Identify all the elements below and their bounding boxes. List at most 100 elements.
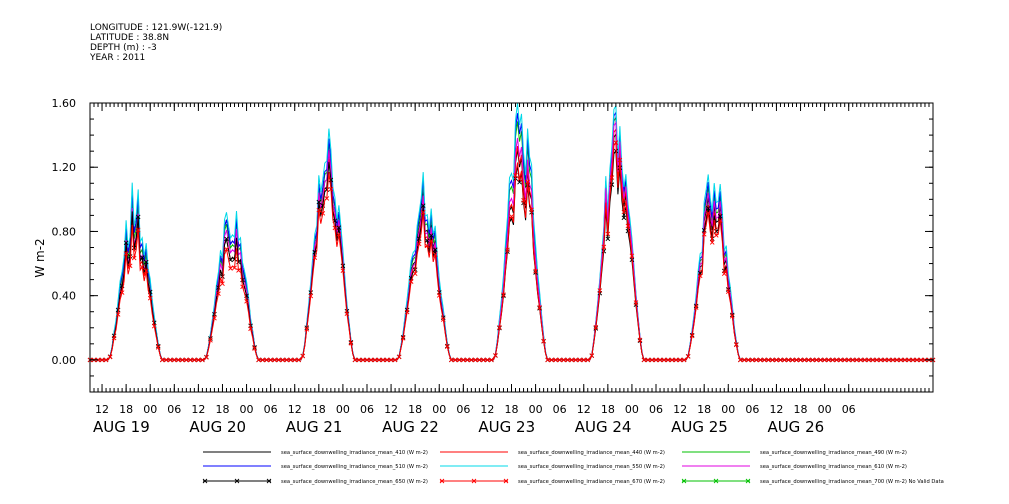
series-marker bbox=[513, 173, 518, 178]
series-marker bbox=[456, 357, 462, 363]
legend-label-2: sea_surface_downwelling_irradiance_mean_… bbox=[760, 450, 907, 456]
legend-marker bbox=[681, 478, 687, 484]
series-marker bbox=[878, 357, 884, 363]
series-marker bbox=[340, 263, 346, 269]
series-marker bbox=[143, 268, 149, 274]
series-marker bbox=[521, 197, 526, 203]
series-marker bbox=[477, 357, 482, 363]
series-marker bbox=[713, 232, 719, 238]
legend-marker bbox=[503, 478, 509, 484]
series-marker bbox=[605, 231, 611, 237]
series-marker bbox=[192, 357, 197, 363]
series-marker bbox=[473, 357, 478, 363]
series-marker bbox=[396, 354, 402, 360]
series-marker bbox=[721, 271, 727, 277]
series-marker bbox=[252, 346, 257, 351]
x-tick-label: 18 bbox=[505, 403, 519, 416]
series-marker bbox=[693, 305, 699, 310]
series-marker bbox=[139, 264, 145, 270]
series-marker bbox=[175, 357, 181, 363]
series-marker bbox=[742, 357, 747, 363]
series-marker bbox=[846, 357, 852, 363]
x-date-label: AUG 25 bbox=[671, 418, 728, 436]
series-marker bbox=[585, 357, 591, 363]
series-marker bbox=[276, 357, 281, 363]
series-marker bbox=[874, 357, 880, 363]
y-tick-label: 0.00 bbox=[52, 354, 77, 367]
x-tick-label: 12 bbox=[769, 403, 783, 416]
series-marker bbox=[151, 320, 157, 326]
series-marker bbox=[320, 211, 326, 216]
series-marker bbox=[705, 210, 711, 216]
series-marker bbox=[95, 357, 101, 363]
series-marker bbox=[561, 357, 567, 363]
latitude-label: LATITUDE : 38.8N bbox=[90, 33, 169, 43]
series-marker bbox=[705, 206, 711, 211]
series-marker bbox=[685, 354, 691, 359]
series-marker bbox=[420, 210, 426, 215]
legend-marker bbox=[439, 478, 445, 484]
x-tick-label: 00 bbox=[143, 403, 157, 416]
series-marker bbox=[200, 357, 205, 363]
series-marker bbox=[180, 357, 185, 363]
series-marker bbox=[645, 357, 651, 363]
series-marker bbox=[143, 259, 149, 265]
series-line-5 bbox=[90, 120, 933, 361]
x-date-label: AUG 20 bbox=[189, 418, 246, 436]
series-marker bbox=[131, 255, 137, 261]
x-date-label: AUG 24 bbox=[575, 418, 632, 436]
series-line-3 bbox=[90, 110, 933, 361]
series-marker bbox=[669, 357, 675, 363]
series-marker bbox=[296, 357, 302, 363]
series-marker bbox=[268, 357, 273, 363]
series-marker bbox=[316, 199, 322, 205]
series-marker bbox=[890, 357, 896, 363]
series-marker bbox=[188, 357, 193, 363]
legend-label-0: sea_surface_downwelling_irradiance_mean_… bbox=[281, 450, 428, 456]
series-marker bbox=[549, 357, 554, 363]
series-marker bbox=[280, 357, 286, 363]
series-marker bbox=[216, 291, 221, 297]
series-marker bbox=[709, 240, 715, 245]
legend-marker bbox=[745, 478, 751, 484]
series-marker bbox=[220, 274, 225, 279]
x-tick-label: 00 bbox=[240, 403, 254, 416]
series-marker bbox=[292, 357, 298, 363]
series-marker bbox=[617, 157, 623, 163]
series-marker bbox=[208, 338, 213, 343]
legend: sea_surface_downwelling_irradiance_mean_… bbox=[202, 450, 944, 485]
series-marker bbox=[119, 290, 125, 295]
series-marker bbox=[609, 175, 615, 180]
legend-label-1: sea_surface_downwelling_irradiance_mean_… bbox=[518, 450, 665, 456]
series-marker bbox=[802, 357, 807, 363]
series-marker bbox=[866, 357, 872, 363]
series-marker bbox=[428, 233, 434, 238]
series-marker bbox=[432, 247, 438, 253]
legend-label-8: sea_surface_downwelling_irradiance_mean_… bbox=[760, 479, 944, 485]
series-marker bbox=[167, 357, 173, 363]
legend-marker bbox=[266, 478, 272, 484]
series-marker bbox=[272, 357, 277, 363]
x-tick-label: 00 bbox=[721, 403, 735, 416]
year-label: YEAR : 2011 bbox=[89, 53, 145, 63]
series-marker bbox=[444, 344, 450, 349]
series-marker bbox=[517, 176, 522, 182]
series-marker bbox=[236, 268, 241, 273]
x-tick-label: 00 bbox=[625, 403, 639, 416]
series-marker bbox=[493, 353, 498, 358]
series-marker bbox=[151, 323, 157, 329]
series-marker bbox=[135, 214, 141, 220]
legend-marker bbox=[471, 478, 477, 484]
series-marker bbox=[898, 357, 904, 363]
series-marker bbox=[589, 353, 595, 358]
series-marker bbox=[597, 288, 603, 293]
series-marker bbox=[228, 266, 233, 271]
series-marker bbox=[505, 247, 510, 253]
series-marker bbox=[159, 357, 165, 363]
series-marker bbox=[348, 340, 354, 346]
series-marker bbox=[240, 284, 245, 290]
series-marker bbox=[400, 336, 406, 341]
series-marker bbox=[854, 357, 860, 363]
series-marker bbox=[653, 357, 659, 363]
series-marker bbox=[798, 357, 803, 363]
